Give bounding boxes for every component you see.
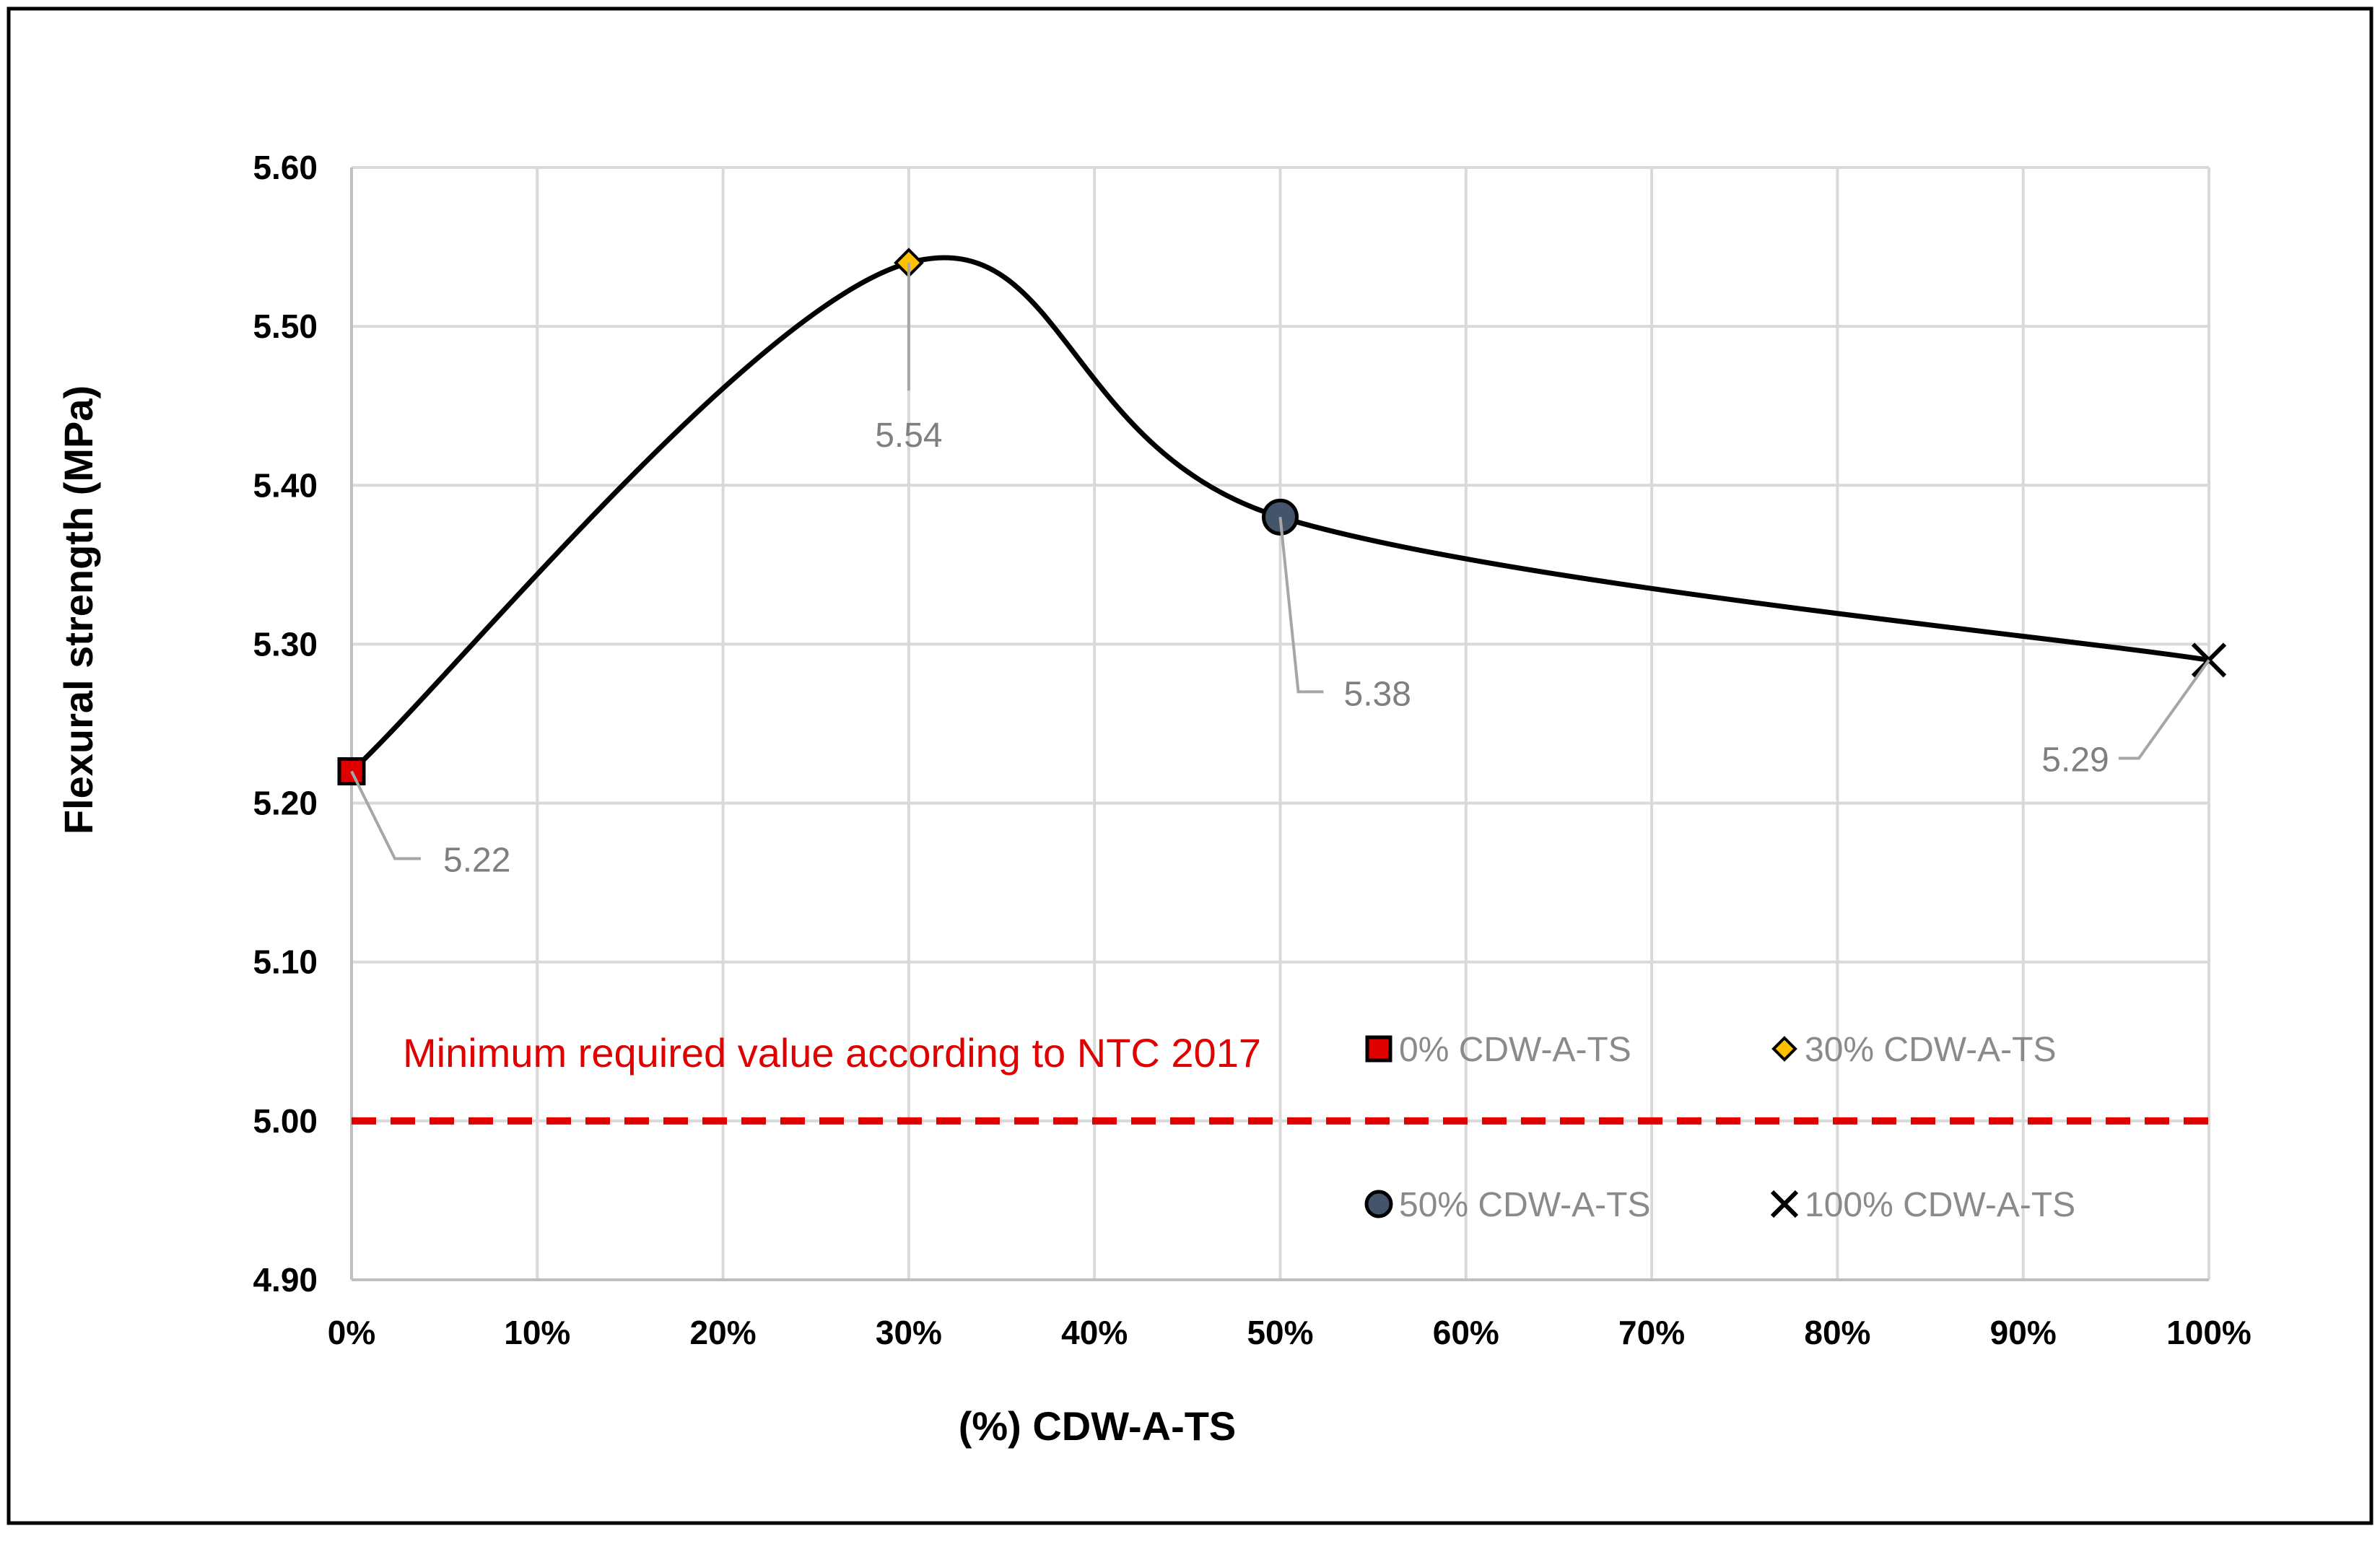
legend-entry-label: 0% CDW-A-TS xyxy=(1399,1031,1631,1069)
data-label: 5.22 xyxy=(443,842,510,880)
y-tick-label: 5.50 xyxy=(253,308,318,345)
data-label: 5.29 xyxy=(2041,741,2109,779)
x-tick-label: 100% xyxy=(2166,1314,2252,1351)
legend-entry-label: 100% CDW-A-TS xyxy=(1805,1186,2075,1224)
legend: 0% CDW-A-TS 30% CDW-A-TS 50% CDW-A-TS 100% … xyxy=(1364,1031,2075,1224)
y-tick-label: 5.00 xyxy=(253,1102,318,1140)
data-label-leader xyxy=(2119,659,2210,760)
legend-marker xyxy=(1364,1190,1393,1218)
data-label-leader xyxy=(350,770,421,860)
x-tick-label: 40% xyxy=(1061,1314,1128,1351)
legend-marker-stroke-b xyxy=(1770,1190,1799,1218)
data-label-leader xyxy=(1278,517,1324,694)
data-label: 5.38 xyxy=(1344,675,1411,713)
x-tick-label: 60% xyxy=(1433,1314,1499,1351)
x-tick-label: 30% xyxy=(876,1314,942,1351)
curve-group xyxy=(349,255,2210,774)
y-tick-label: 5.10 xyxy=(253,943,318,981)
x-tick-label: 0% xyxy=(328,1314,375,1351)
legend-entry-label: 50% CDW-A-TS xyxy=(1399,1186,1651,1224)
x-axis-title: (%) CDW-A-TS xyxy=(959,1403,1237,1449)
y-tick-label: 5.60 xyxy=(253,149,318,186)
x-tick-label: 50% xyxy=(1247,1314,1313,1351)
reference-line-group: Minimum required value according to NTC … xyxy=(352,1030,2209,1125)
data-point-marker xyxy=(337,757,366,786)
x-tick-label: 80% xyxy=(1804,1314,1870,1351)
y-tick-label: 5.20 xyxy=(253,785,318,822)
x-tick-label: 90% xyxy=(1990,1314,2057,1351)
x-tick-label: 70% xyxy=(1618,1314,1685,1351)
x-tick-label: 10% xyxy=(504,1314,570,1351)
smoothed-curve xyxy=(349,255,2210,774)
data-label: 5.54 xyxy=(875,416,942,455)
reference-line-label: Minimum required value according to NTC … xyxy=(403,1030,1261,1076)
y-tick-label: 4.90 xyxy=(253,1261,318,1299)
x-tick-label: 20% xyxy=(690,1314,757,1351)
legend-marker xyxy=(1771,1036,1797,1062)
y-tick-label: 5.30 xyxy=(253,625,318,663)
legend-marker xyxy=(1770,1190,1799,1218)
chart-frame xyxy=(6,6,2374,1525)
y-tick-label: 5.40 xyxy=(253,466,318,504)
legend-marker xyxy=(1365,1035,1392,1063)
y-axis-title: Flexural strength (MPa) xyxy=(56,385,101,834)
legend-entry-label: 30% CDW-A-TS xyxy=(1805,1031,2057,1069)
data-labels: 5.22 5.54 5.38 5.29 xyxy=(350,263,2210,880)
axes: 4.90 5.00 5.10 5.20 5.30 5.40 5.50 5.60 0% 10% 20%… xyxy=(253,149,2251,1351)
